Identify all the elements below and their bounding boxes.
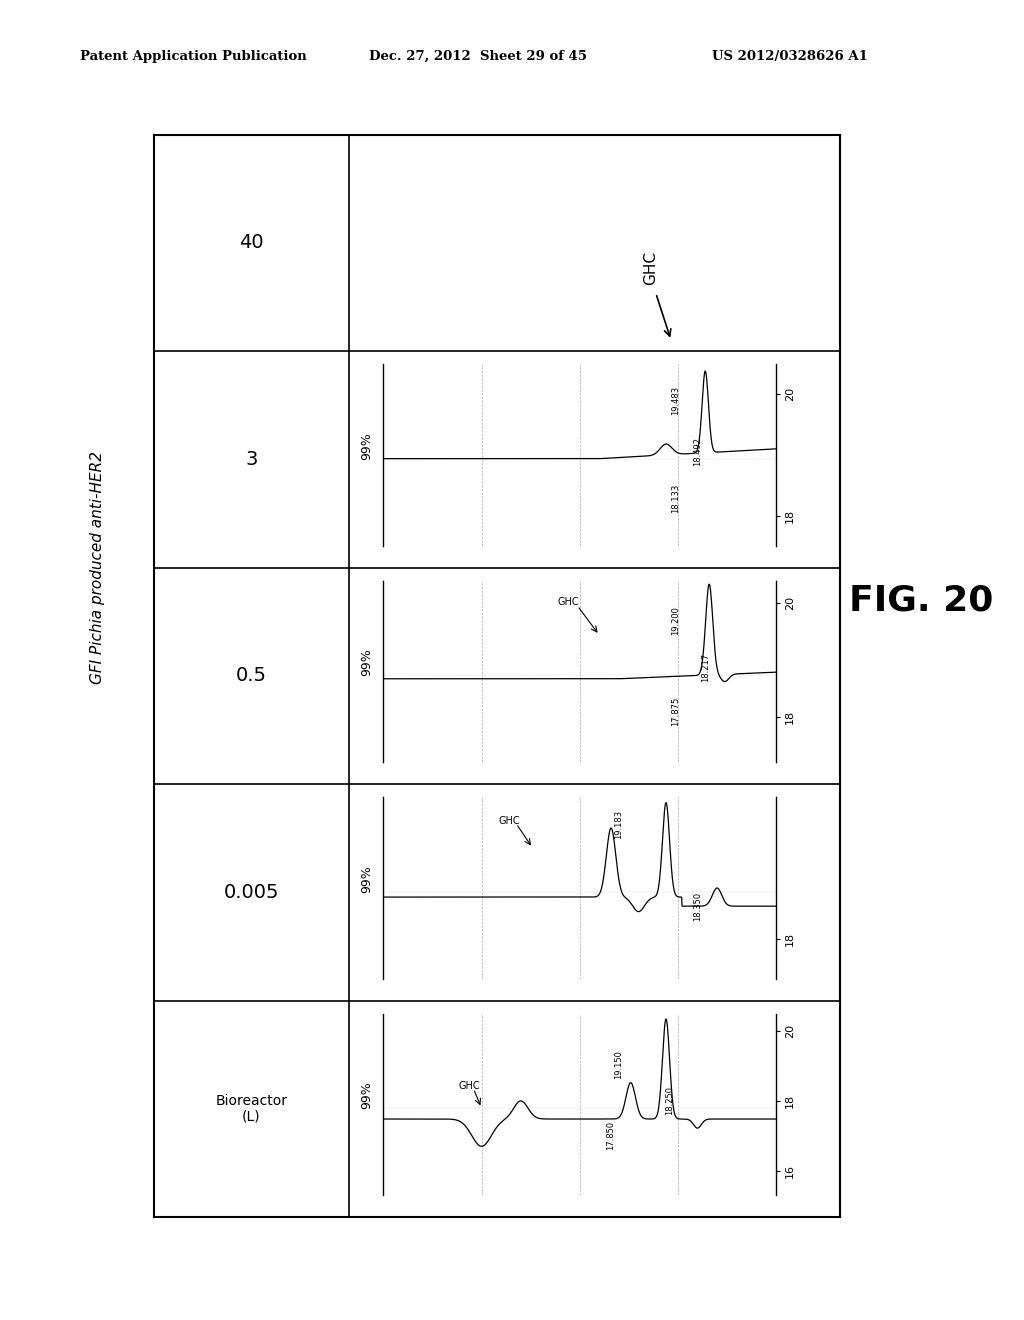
Text: 18.250: 18.250 (666, 1086, 675, 1115)
Text: Patent Application Publication: Patent Application Publication (80, 50, 306, 63)
Text: 19.183: 19.183 (614, 809, 624, 840)
Text: N-glycan
Occupancy
(CE): N-glycan Occupancy (CE) (556, 1085, 633, 1133)
Text: GHC: GHC (557, 598, 579, 607)
Text: GHC: GHC (499, 816, 520, 826)
Text: FIG. 20: FIG. 20 (850, 583, 993, 618)
Text: 3: 3 (245, 450, 258, 469)
Text: 18.133: 18.133 (672, 484, 680, 513)
Text: US 2012/0328626 A1: US 2012/0328626 A1 (712, 50, 867, 63)
Text: 19.200: 19.200 (672, 606, 680, 635)
Text: 99%: 99% (359, 1081, 373, 1109)
Text: 40: 40 (239, 234, 263, 252)
Text: Dec. 27, 2012  Sheet 29 of 45: Dec. 27, 2012 Sheet 29 of 45 (369, 50, 587, 63)
Text: 19.150: 19.150 (614, 1049, 624, 1078)
Text: 0.5: 0.5 (236, 667, 267, 685)
Text: 99%: 99% (359, 648, 373, 676)
Text: 18.492: 18.492 (693, 437, 701, 466)
Text: GFI Pichia produced anti-HER2: GFI Pichia produced anti-HER2 (90, 451, 104, 684)
Text: Bioreactor
(L): Bioreactor (L) (215, 1094, 288, 1123)
Text: 19.483: 19.483 (672, 385, 680, 414)
Text: 18.217: 18.217 (700, 653, 710, 682)
Text: 17.850: 17.850 (606, 1121, 615, 1150)
Text: 99%: 99% (359, 432, 373, 459)
Text: 18.350: 18.350 (693, 891, 701, 921)
Text: GHC: GHC (643, 251, 658, 285)
Text: 17.875: 17.875 (672, 697, 680, 726)
Text: 0.005: 0.005 (223, 883, 280, 902)
Text: 99%: 99% (359, 865, 373, 892)
Text: GHC: GHC (459, 1081, 480, 1092)
